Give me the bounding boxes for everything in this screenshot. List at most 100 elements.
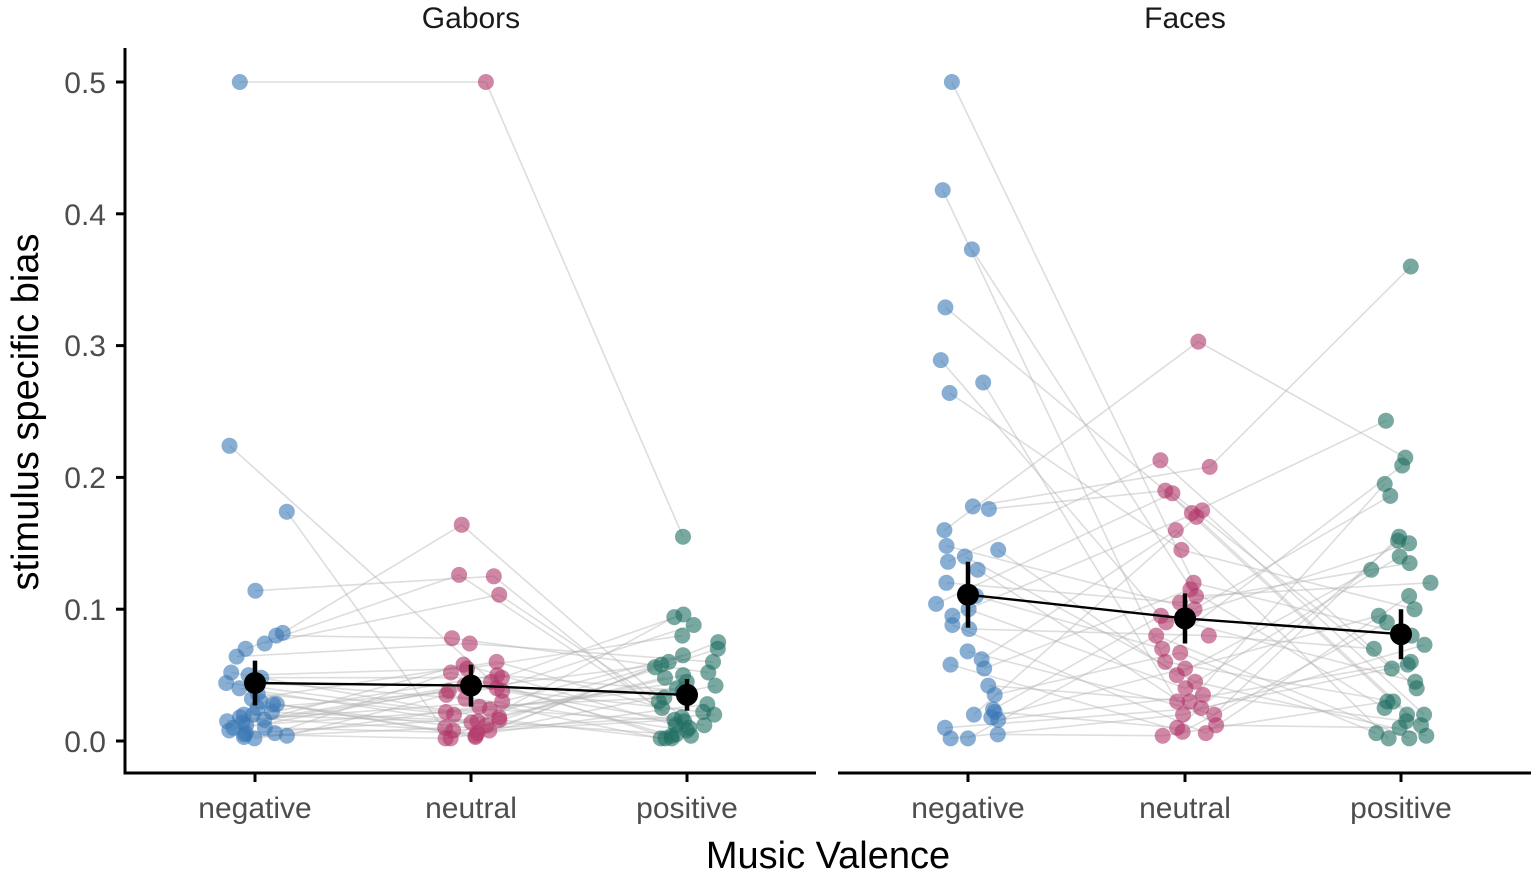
data-point-neutral (488, 653, 505, 670)
data-point-positive (1398, 713, 1415, 730)
data-point-negative (265, 696, 281, 713)
data-point-negative (956, 548, 973, 565)
data-point-neutral (1177, 660, 1194, 677)
x-ticks-gabors: negative neutral positive (198, 773, 738, 825)
data-point-neutral (1169, 693, 1186, 710)
data-point-positive (674, 627, 691, 644)
data-point-negative (932, 352, 949, 369)
data-point-negative (989, 726, 1006, 743)
data-point-positive (1363, 561, 1380, 578)
data-point-negative (976, 660, 993, 677)
data-point-neutral (440, 682, 457, 699)
data-point-neutral (1187, 673, 1204, 690)
data-point-neutral (477, 74, 494, 90)
data-point-positive (1401, 555, 1418, 572)
data-point-neutral (491, 586, 508, 603)
x-tick-label-positive: positive (1350, 792, 1452, 825)
data-point-neutral (1201, 458, 1218, 475)
data-point-neutral (494, 693, 511, 710)
y-tick-label: 0.2 (64, 462, 106, 495)
y-axis-title: stimulus specific bias (5, 234, 47, 591)
data-point-neutral (461, 635, 478, 652)
data-point-negative (246, 730, 263, 747)
data-point-negative (940, 553, 956, 570)
data-point-neutral (451, 566, 468, 583)
data-point-neutral (444, 630, 460, 647)
x-tick-label-positive: positive (636, 792, 738, 825)
data-point-negative (943, 74, 960, 90)
panel-faces: Faces negative neutral positive (838, 2, 1531, 825)
data-point-neutral (1197, 725, 1214, 742)
mean-point-positive (676, 683, 698, 706)
data-point-positive (1394, 457, 1411, 474)
data-point-negative (231, 74, 248, 90)
data-point-neutral (467, 729, 484, 745)
data-point-neutral (1164, 485, 1181, 502)
data-point-positive (653, 656, 670, 673)
data-point-negative (965, 706, 982, 723)
x-tick-label-neutral: neutral (1139, 792, 1231, 825)
data-point-negative (964, 498, 981, 515)
data-point-negative (990, 541, 1007, 558)
data-point-positive (675, 606, 692, 623)
data-point-positive (1379, 693, 1396, 710)
data-points-faces (928, 74, 1439, 747)
y-tick-label: 0.5 (64, 67, 106, 100)
data-point-negative (228, 648, 245, 665)
data-point-negative (969, 561, 986, 578)
mean-summary-faces (957, 561, 1412, 660)
data-point-positive (1383, 660, 1400, 677)
mean-point-negative (244, 672, 266, 694)
data-point-positive (1365, 640, 1382, 657)
data-point-negative (959, 730, 976, 747)
data-point-positive (666, 711, 683, 728)
data-point-neutral (463, 714, 480, 731)
data-point-positive (675, 647, 691, 664)
data-point-neutral (1190, 333, 1207, 350)
data-point-positive (1376, 476, 1393, 492)
data-point-positive (710, 634, 727, 651)
data-point-negative (256, 711, 273, 728)
data-point-positive (707, 677, 724, 694)
data-point-positive (657, 730, 674, 747)
data-point-neutral (1188, 508, 1205, 525)
panel-title-faces: Faces (1144, 2, 1226, 35)
data-point-neutral (1172, 644, 1189, 661)
data-point-neutral (471, 698, 488, 715)
data-point-neutral (1154, 640, 1171, 657)
mean-point-positive (1390, 623, 1412, 646)
participant-line (239, 81, 684, 538)
data-point-negative (990, 711, 1007, 728)
data-point-neutral (437, 704, 454, 720)
data-point-negative (278, 503, 295, 520)
data-point-positive (1402, 258, 1419, 275)
x-axis-title: Music Valence (706, 835, 950, 874)
data-point-negative (975, 374, 992, 391)
data-point-negative (247, 582, 264, 599)
data-point-positive (1380, 730, 1397, 747)
data-point-negative (980, 501, 997, 517)
data-point-negative (936, 522, 953, 539)
data-point-negative (944, 617, 961, 633)
panel-gabors: Gabors negative neutral positive 0.0 0.1… (64, 2, 816, 825)
data-point-negative (986, 686, 1003, 703)
x-tick-label-negative: negative (911, 792, 1024, 825)
data-point-negative (938, 537, 955, 554)
data-point-neutral (1200, 627, 1217, 644)
data-point-negative (942, 730, 959, 747)
data-point-negative (963, 241, 980, 258)
data-point-neutral (442, 664, 459, 681)
data-point-neutral (455, 656, 472, 673)
data-point-positive (705, 653, 721, 670)
data-point-neutral (1173, 541, 1190, 558)
data-point-neutral (1167, 522, 1184, 539)
data-point-positive (1401, 588, 1418, 604)
data-point-positive (1401, 730, 1418, 747)
data-point-positive (1399, 656, 1416, 673)
data-point-neutral (1157, 653, 1174, 670)
data-point-neutral (1154, 727, 1171, 744)
data-point-positive (657, 669, 673, 686)
data-point-positive (675, 528, 691, 545)
data-point-negative (223, 664, 240, 681)
